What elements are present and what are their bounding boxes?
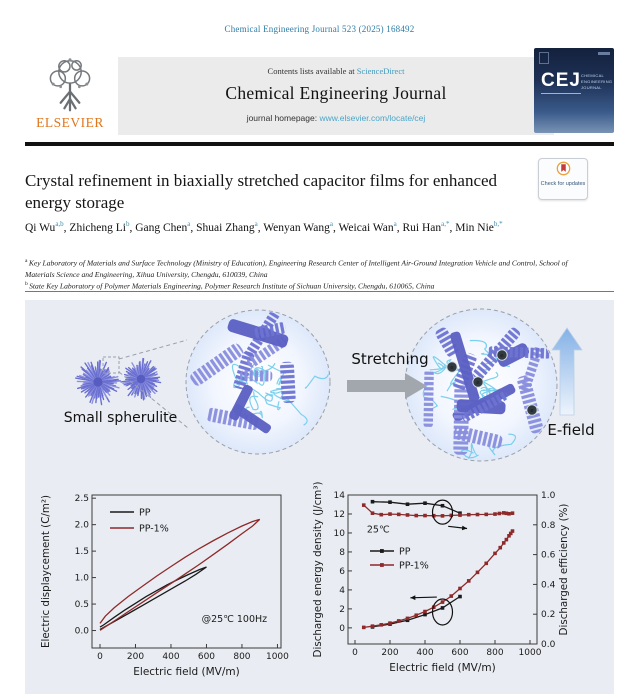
svg-text:25℃: 25℃	[367, 524, 390, 535]
svg-text:0: 0	[352, 648, 358, 658]
header-rule	[25, 142, 614, 146]
author: Weicai Wan	[338, 221, 394, 234]
svg-text:e: e	[530, 408, 534, 414]
check-updates-icon	[556, 161, 570, 176]
journal-header: ELSEVIER Contents lists available at Sci…	[25, 48, 614, 146]
spherulite-label: Small spherulite	[63, 410, 178, 426]
svg-text:6: 6	[339, 567, 345, 577]
de-loop-chart: 0 200 400 600 800 1000 0.0 0.5 1.0 1.5 2.0 2.5 Elect…	[40, 494, 289, 678]
cover-tree-icon	[539, 52, 549, 64]
cover-cej-text: CEJ	[541, 70, 581, 94]
graphical-abstract-art: e e e e	[74, 308, 583, 462]
svg-text:600: 600	[198, 652, 215, 662]
author: Wenyan Wang	[263, 221, 330, 234]
elsevier-logo: ELSEVIER	[25, 56, 115, 142]
affiliation: a Key Laboratory of Materials and Surfac…	[25, 258, 568, 279]
cover-journal-name: CHEMICAL ENGINEERING JOURNAL	[581, 73, 613, 90]
svg-text:200: 200	[127, 652, 144, 662]
svg-text:PP-1%: PP-1%	[139, 524, 169, 535]
svg-text:0.6: 0.6	[541, 551, 556, 561]
svg-text:Discharged energy density (J/c: Discharged energy density (J/cm³)	[312, 482, 324, 658]
svg-text:@25℃ 100Hz: @25℃ 100Hz	[202, 614, 268, 625]
elsevier-tree-icon	[49, 58, 91, 112]
journal-cover: CEJ CHEMICAL ENGINEERING JOURNAL	[534, 48, 614, 133]
author: Zhicheng Li	[69, 221, 126, 234]
svg-text:2: 2	[339, 605, 345, 615]
svg-text:Electric field (MV/m): Electric field (MV/m)	[133, 666, 239, 678]
svg-text:0.2: 0.2	[541, 610, 555, 620]
journal-title: Chemical Engineering Journal	[225, 83, 447, 103]
homepage-label: journal homepage:	[246, 113, 318, 123]
contents-line: Contents lists available at ScienceDirec…	[118, 66, 554, 76]
efield-label: E-field	[547, 421, 595, 439]
affiliation-list: a Key Laboratory of Materials and Surfac…	[25, 257, 593, 292]
energy-efficiency-chart: 0 200 400 600 800 1000 0 2 4 6 8 10 12 14 0.0 0.2 0.4 0.6…	[312, 482, 570, 674]
svg-text:0.4: 0.4	[541, 580, 556, 590]
svg-text:Discharged efficiency (%): Discharged efficiency (%)	[558, 504, 570, 636]
author-list: Qi Wua,b, Zhicheng Lib, Gang Chena, Shua…	[25, 220, 503, 234]
svg-text:0.8: 0.8	[541, 521, 556, 531]
title-row: Crystal refinement in biaxially stretche…	[25, 158, 614, 214]
cover-volume-mark	[598, 52, 610, 55]
svg-text:PP-1%: PP-1%	[399, 561, 429, 572]
author: Shuai Zhang	[196, 221, 255, 234]
svg-text:1.0: 1.0	[75, 574, 90, 584]
author: Gang Chen	[135, 221, 188, 234]
check-updates-badge[interactable]: Check for updates	[538, 158, 588, 200]
svg-text:10: 10	[334, 529, 346, 539]
elsevier-logo-text: ELSEVIER	[36, 115, 104, 130]
contents-prefix: Contents lists available at	[267, 66, 355, 76]
svg-text:0.0: 0.0	[75, 627, 90, 637]
svg-text:PP: PP	[139, 508, 151, 519]
svg-text:PP: PP	[399, 547, 411, 558]
svg-text:0.0: 0.0	[541, 640, 556, 650]
svg-text:0: 0	[97, 652, 103, 662]
svg-text:Electric displaycement (C/m²): Electric displaycement (C/m²)	[40, 495, 52, 648]
article-title: Crystal refinement in biaxially stretche…	[25, 171, 498, 213]
citation-line: Chemical Engineering Journal 523 (2025) …	[224, 24, 415, 34]
svg-text:e: e	[450, 365, 454, 371]
author: Qi Wu	[25, 221, 56, 234]
svg-text:1000: 1000	[519, 648, 542, 658]
svg-text:200: 200	[381, 648, 398, 658]
svg-text:4: 4	[339, 586, 345, 596]
svg-text:800: 800	[486, 648, 503, 658]
svg-text:2.5: 2.5	[75, 494, 89, 504]
svg-text:e: e	[476, 380, 480, 386]
svg-text:8: 8	[339, 548, 345, 558]
graphical-abstract: e e e e Small spherulite Stretching E-field…	[25, 300, 614, 694]
svg-text:0.5: 0.5	[75, 600, 89, 610]
svg-text:Electric field (MV/m): Electric field (MV/m)	[389, 662, 495, 674]
stretching-label: Stretching	[351, 350, 429, 368]
section-rule	[25, 291, 614, 292]
svg-text:14: 14	[334, 491, 346, 501]
homepage-link[interactable]: www.elsevier.com/locate/cej	[319, 113, 426, 123]
check-updates-label: Check for updates	[540, 181, 586, 187]
svg-text:1000: 1000	[266, 652, 289, 662]
svg-text:12: 12	[334, 510, 345, 520]
sciencedirect-link[interactable]: ScienceDirect	[356, 66, 405, 76]
author: Rui Han	[402, 221, 442, 234]
affiliation: b State Key Laboratory of Polymer Materi…	[25, 281, 435, 291]
journal-banner: Contents lists available at ScienceDirec…	[118, 57, 554, 135]
svg-text:1.5: 1.5	[75, 547, 89, 557]
svg-text:400: 400	[416, 648, 433, 658]
svg-text:e: e	[500, 353, 504, 359]
svg-text:400: 400	[162, 652, 179, 662]
svg-text:800: 800	[233, 652, 250, 662]
svg-text:0: 0	[339, 624, 345, 634]
svg-text:2.0: 2.0	[75, 521, 90, 531]
author: Min Nie	[455, 221, 494, 234]
svg-text:600: 600	[451, 648, 468, 658]
homepage-line: journal homepage: www.elsevier.com/locat…	[118, 113, 554, 123]
svg-text:1.0: 1.0	[541, 491, 556, 501]
